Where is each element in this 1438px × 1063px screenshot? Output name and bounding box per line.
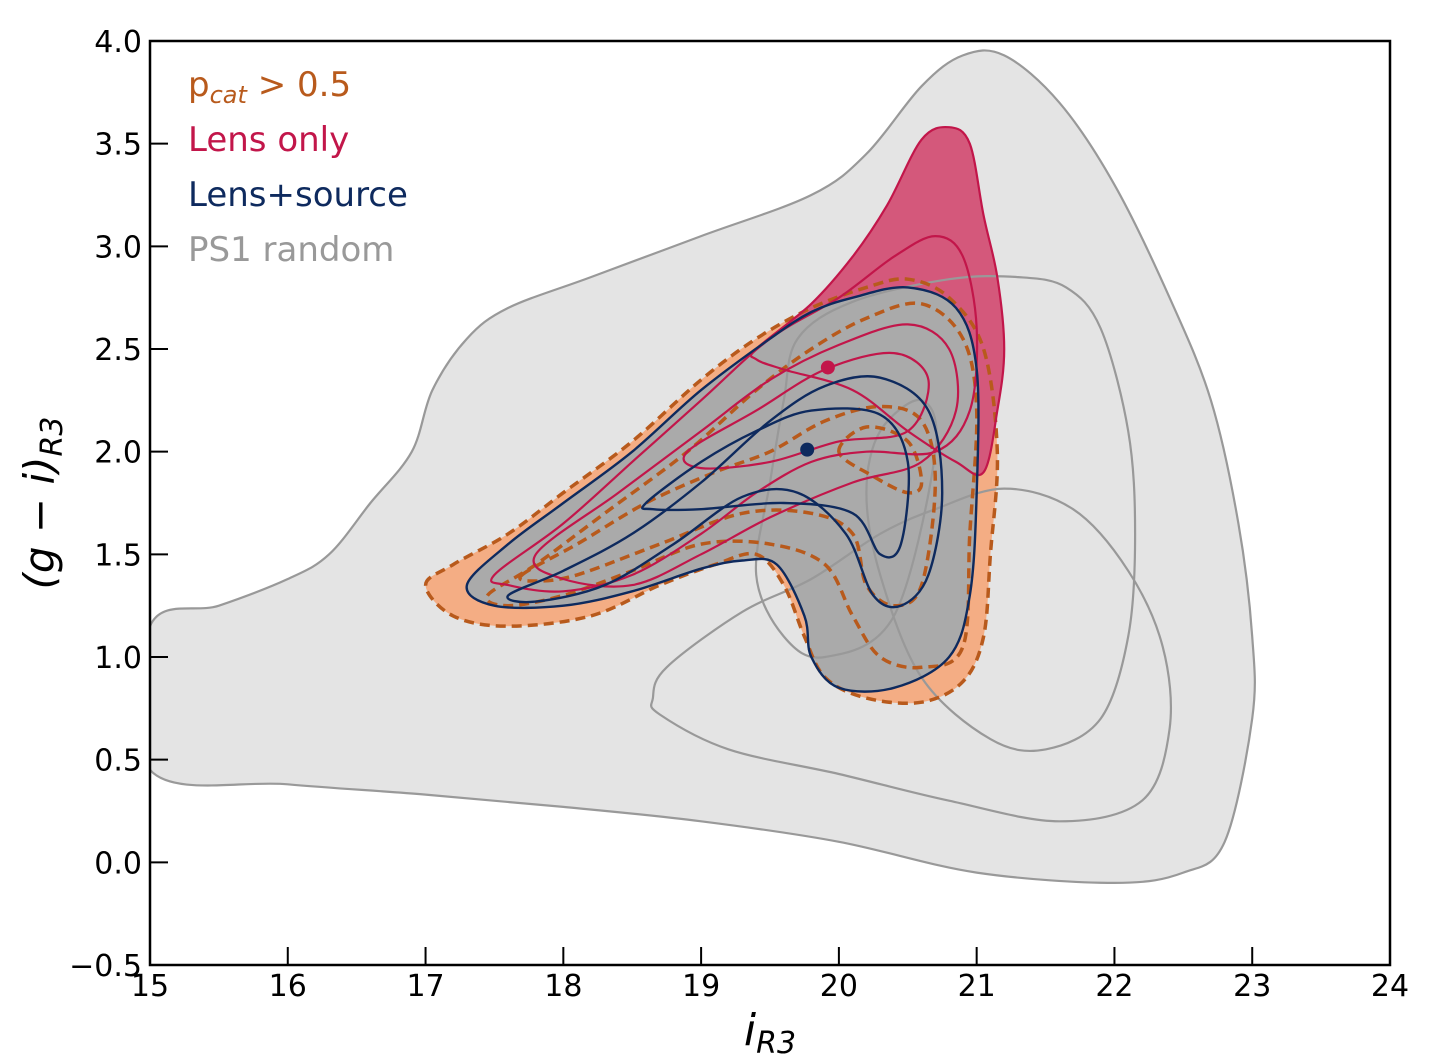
y-tick-label: 3.5 [94, 128, 142, 163]
legend-pcat-text: p [188, 65, 210, 105]
lens-contour-3 [532, 323, 960, 588]
legend-entry-lens-source: Lens+source [188, 175, 408, 215]
x-tick-label: 20 [820, 969, 858, 1004]
y-axis-label-main: (g − i) [15, 456, 64, 589]
y-tick-label: 0.0 [94, 846, 142, 881]
y-tick-label: 1.0 [94, 641, 142, 676]
legend-entry-lens: Lens only [188, 120, 349, 160]
lens-contour-2 [489, 235, 979, 593]
x-tick-label: 23 [1233, 969, 1271, 1004]
lenssrc-contour-3 [641, 407, 911, 559]
pcat-contour-4 [837, 425, 924, 495]
x-axis-label-sub: R3 [756, 1026, 796, 1061]
contour-layer [150, 49, 1256, 884]
y-axis-label-sub: R3 [35, 417, 70, 457]
y-tick-label: 4.0 [94, 25, 142, 60]
y-tick-label: −0.5 [69, 949, 142, 984]
x-axis-label: iR3 [744, 1005, 796, 1061]
x-tick-label: 24 [1371, 969, 1409, 1004]
centroid-layer [800, 360, 835, 457]
legend-entry-pcat: pcat > 0.5 [188, 65, 351, 109]
x-tick-label: 21 [958, 969, 996, 1004]
lens-contour-1 [749, 125, 1006, 477]
legend: pcat > 0.5 Lens only Lens+source PS1 ran… [188, 65, 408, 270]
x-tick-label: 16 [269, 969, 307, 1004]
x-axis-label-main: i [744, 1005, 757, 1056]
lenssrc-contour-1 [465, 285, 980, 693]
legend-pcat-sub: cat [210, 81, 249, 109]
ps1-contour-2 [650, 487, 1173, 823]
lens-centroid-point [820, 360, 835, 375]
lenssrc-centroid-point [800, 442, 815, 457]
axis-ticks: 15 16 17 18 19 20 21 22 23 24 −0.5 0.0 0.5 1.0 1.5 2.0 2… [69, 25, 1409, 1004]
pcat-contour-2 [484, 301, 979, 670]
ps1-contour-1 [150, 49, 1256, 884]
y-tick-label: 1.5 [94, 538, 142, 573]
x-tick-label: 22 [1095, 969, 1133, 1004]
legend-pcat-suffix: > 0.5 [247, 65, 351, 105]
y-tick-label: 0.5 [94, 744, 142, 779]
y-tick-label: 2.0 [94, 436, 142, 471]
y-axis-label: (g − i)R3 [15, 417, 70, 590]
x-tick-label: 15 [131, 969, 169, 1004]
y-tick-label: 3.0 [94, 230, 142, 265]
plot-frame [148, 39, 1392, 967]
x-tick-label: 17 [406, 969, 444, 1004]
lenssrc-contour-2 [506, 375, 944, 609]
legend-entry-ps1: PS1 random [188, 230, 394, 270]
pcat-contour-3 [518, 404, 938, 608]
y-tick-label: 2.5 [94, 333, 142, 368]
x-tick-label: 18 [544, 969, 582, 1004]
x-tick-label: 19 [682, 969, 720, 1004]
ps1-contour-3 [754, 274, 1137, 753]
